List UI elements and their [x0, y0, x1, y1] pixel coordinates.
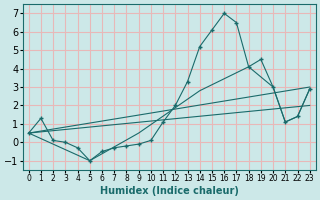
X-axis label: Humidex (Indice chaleur): Humidex (Indice chaleur) [100, 186, 239, 196]
